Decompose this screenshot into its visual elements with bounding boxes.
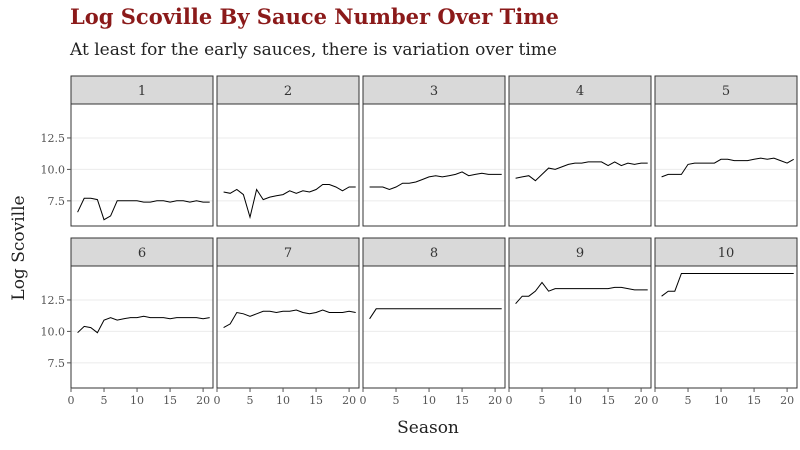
facet-panel: 7 <box>216 237 360 389</box>
x-axis-title: Season <box>397 418 459 438</box>
y-tick-label: 12.5 <box>41 294 66 307</box>
facet-strip-label: 4 <box>576 84 584 99</box>
chart-title: Log Scoville By Sauce Number Over Time <box>70 4 559 29</box>
facet-panel: 4 <box>508 75 652 227</box>
facet-panel: 5 <box>654 75 798 227</box>
facet-panel: 10 <box>654 237 798 389</box>
series-line <box>661 273 794 297</box>
chart-subtitle: At least for the early sauces, there is … <box>70 40 557 60</box>
x-tick-label: 15 <box>601 394 615 407</box>
facet-panel: 6 <box>70 237 214 389</box>
series-line <box>515 161 648 182</box>
facet-strip <box>654 237 798 267</box>
facet-panel: 1 <box>70 75 214 227</box>
panel-border <box>508 265 652 389</box>
x-tick-label: 10 <box>714 394 728 407</box>
series-line <box>369 171 502 191</box>
series-line <box>77 197 210 221</box>
panel-background <box>71 104 213 226</box>
panel-border <box>654 103 798 227</box>
panel-border <box>654 265 798 389</box>
y-tick-label: 12.5 <box>41 132 66 145</box>
facet-panel: 8 <box>362 237 506 389</box>
x-tick-label: 0 <box>214 394 221 407</box>
series-line <box>77 315 210 334</box>
panel-background <box>655 266 797 388</box>
x-tick-label: 10 <box>276 394 290 407</box>
x-tick-label: 20 <box>488 394 502 407</box>
x-tick-label: 10 <box>568 394 582 407</box>
panel-border <box>362 265 506 389</box>
facet-strip-label: 8 <box>430 246 438 261</box>
series-line <box>515 281 648 305</box>
facet-strip-label: 7 <box>284 246 292 261</box>
x-tick-label: 15 <box>747 394 761 407</box>
x-tick-label: 10 <box>130 394 144 407</box>
panel-border <box>362 103 506 227</box>
facet-strip <box>508 237 652 267</box>
x-tick-label: 5 <box>685 394 692 407</box>
facet-panel: 9 <box>508 237 652 389</box>
facet-strip-label: 6 <box>138 246 146 261</box>
x-tick-label: 0 <box>360 394 367 407</box>
panel-background <box>363 266 505 388</box>
y-axis-title: Log Scoville <box>9 195 29 300</box>
facet-strip <box>70 237 214 267</box>
panel-border <box>216 265 360 389</box>
panel-background <box>655 104 797 226</box>
x-tick-label: 0 <box>68 394 75 407</box>
x-tick-label: 20 <box>342 394 356 407</box>
y-tick-label: 10.0 <box>41 163 66 176</box>
x-tick-label: 10 <box>422 394 436 407</box>
panel-background <box>363 104 505 226</box>
facet-strip-label: 3 <box>430 84 438 99</box>
x-tick-label: 5 <box>101 394 108 407</box>
y-axis-ticks: 7.5 10.0 12.5 7.5 10.0 12.5 <box>41 132 71 370</box>
x-tick-label: 0 <box>652 394 659 407</box>
facet-strip <box>362 75 506 105</box>
series-line <box>661 157 794 178</box>
y-tick-label: 7.5 <box>48 195 66 208</box>
panel-border <box>70 265 214 389</box>
series-line <box>223 184 356 220</box>
facet-strip-label: 10 <box>718 246 735 261</box>
x-tick-label: 5 <box>539 394 546 407</box>
x-tick-label: 15 <box>309 394 323 407</box>
facet-strip <box>216 237 360 267</box>
panel-background <box>509 266 651 388</box>
facet-strip <box>654 75 798 105</box>
x-tick-label: 5 <box>247 394 254 407</box>
facet-panel: 2 <box>216 75 360 227</box>
y-tick-label: 7.5 <box>48 357 66 370</box>
x-tick-label: 20 <box>634 394 648 407</box>
facet-strip-label: 1 <box>138 84 146 99</box>
facet-panel: 3 <box>362 75 506 227</box>
facet-strip-label: 9 <box>576 246 584 261</box>
x-tick-label: 15 <box>455 394 469 407</box>
x-tick-label: 5 <box>393 394 400 407</box>
panel-background <box>509 104 651 226</box>
facet-strip <box>70 75 214 105</box>
panel-border <box>216 103 360 227</box>
panel-border <box>70 103 214 227</box>
x-tick-label: 0 <box>506 394 513 407</box>
panel-background <box>217 266 359 388</box>
facet-strip <box>362 237 506 267</box>
panel-background <box>71 266 213 388</box>
facet-strip-label: 5 <box>722 84 730 99</box>
facet-panels: 1 2 3 4 5 6 7 8 9 10 <box>70 75 798 389</box>
panel-border <box>508 103 652 227</box>
series-line <box>369 308 502 320</box>
y-tick-label: 10.0 <box>41 325 66 338</box>
series-line <box>223 309 356 329</box>
x-tick-label: 15 <box>163 394 177 407</box>
facet-strip <box>216 75 360 105</box>
x-axis-ticks: 0 5 10 15 20 0 5 10 15 20 0 5 10 15 20 0 5 10 15 20 0 5 10 15 20 <box>68 388 794 407</box>
x-tick-label: 20 <box>780 394 794 407</box>
facet-strip-label: 2 <box>284 84 292 99</box>
x-tick-label: 20 <box>196 394 210 407</box>
panel-background <box>217 104 359 226</box>
